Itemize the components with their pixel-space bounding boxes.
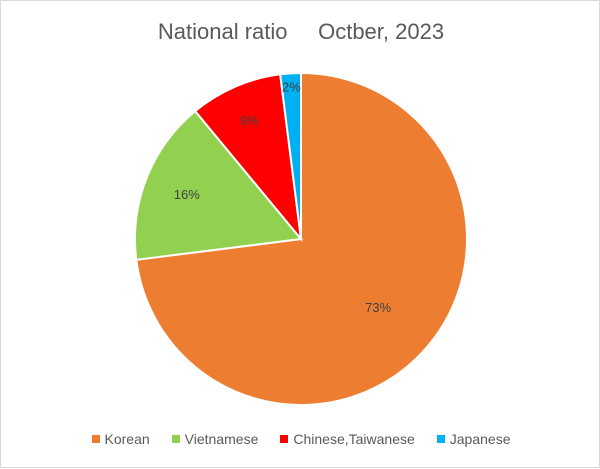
legend: Korean Vietnamese Chinese,Taiwanese Japanes… [1,431,600,447]
legend-label-japanese: Japanese [449,431,511,447]
legend-label-korean: Korean [104,431,150,447]
legend-swatch-chinese-taiwanese [280,435,289,443]
pie-slice-vietnamese [134,109,303,261]
pie-slice-chinese-taiwanese [193,73,303,243]
legend-swatch-vietnamese [171,435,180,443]
data-label-japanese: 2% [282,80,301,95]
legend-item-vietnamese: Vietnamese [171,431,259,447]
legend-label-chinese-taiwanese: Chinese,Taiwanese [293,431,415,447]
data-label-vietnamese: 16% [174,187,200,202]
legend-label-vietnamese: Vietnamese [184,431,259,447]
data-label-chinese-taiwanese: 9% [240,113,259,128]
legend-swatch-korean [91,435,100,443]
pie-slice-japanese [279,71,302,240]
legend-item-chinese-taiwanese: Chinese,Taiwanese [280,431,415,447]
chart-title: National ratio Octber, 2023 [157,19,445,44]
data-label-korean: 73% [365,300,391,315]
legend-item-korean: Korean [91,431,150,447]
legend-swatch-japanese [436,435,445,443]
legend-item-japanese: Japanese [436,431,511,447]
